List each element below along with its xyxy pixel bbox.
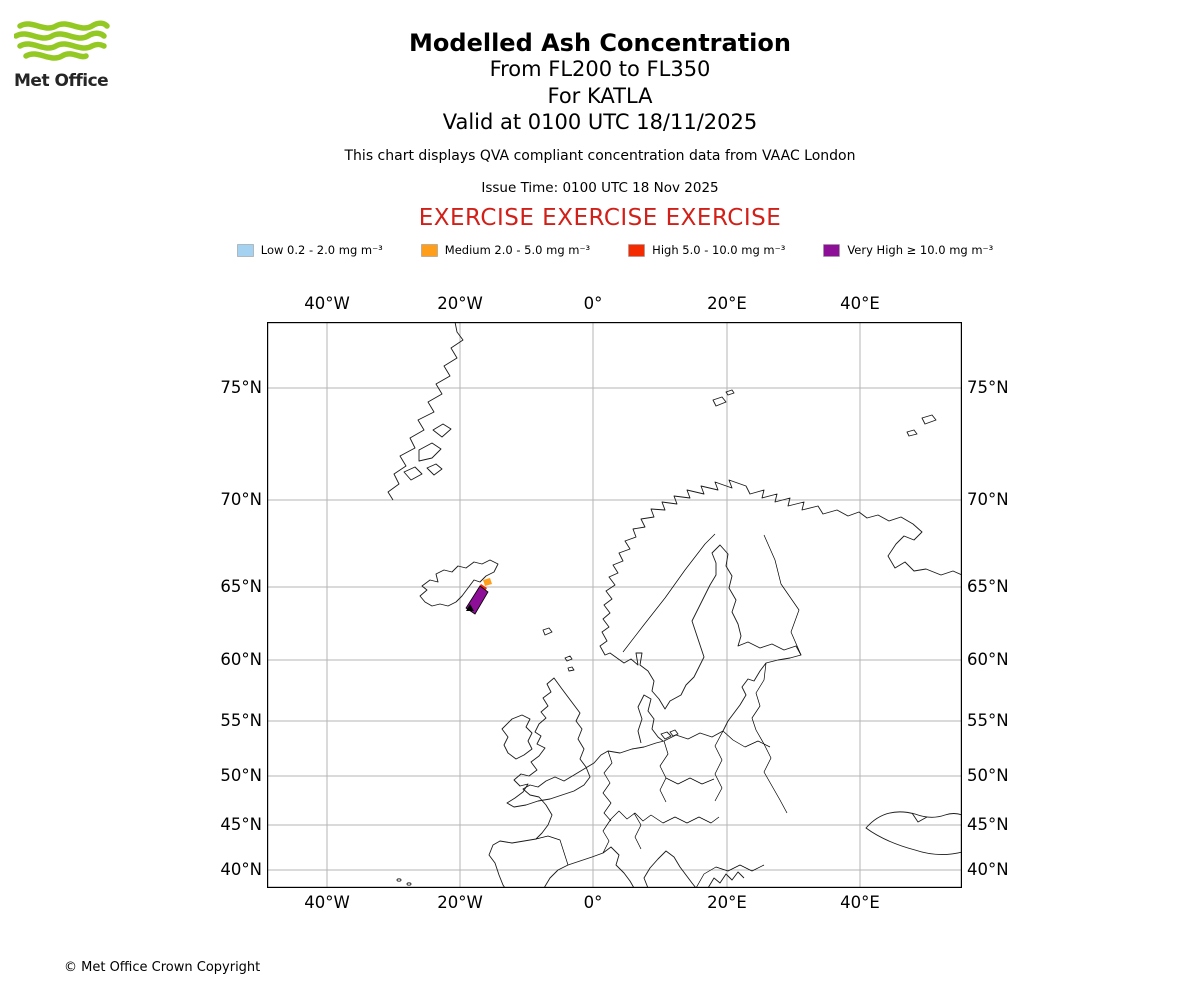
lat-tick-left-65n: 65°N: [220, 577, 262, 596]
ireland-coast: [501, 714, 533, 760]
lat-tick-left-50n: 50°N: [220, 766, 262, 785]
ash-plume: [465, 578, 492, 615]
legend-swatch-medium-icon: [420, 243, 438, 257]
britain-coast: [506, 677, 591, 808]
black-sea-coast: [865, 811, 963, 855]
legend-label-medium: Medium 2.0 - 5.0 mg m⁻³: [444, 243, 591, 257]
legend-label-high: High 5.0 - 10.0 mg m⁻³: [652, 243, 786, 257]
lon-tick-bottom-40e: 40°E: [840, 893, 880, 912]
lat-tick-left-75n: 75°N: [220, 378, 262, 397]
map-frame: [267, 322, 962, 888]
map-canvas: [267, 321, 963, 889]
legend-item-medium: Medium 2.0 - 5.0 mg m⁻³: [420, 243, 591, 257]
lat-tick-left-55n: 55°N: [220, 711, 262, 730]
legend-swatch-high-icon: [628, 243, 645, 257]
qva-description: This chart displays QVA compliant concen…: [344, 148, 856, 165]
legend-swatch-very-high-icon: [823, 243, 841, 257]
logo-text: Met Office: [14, 71, 109, 91]
lon-tick-bottom-20e: 20°E: [707, 893, 747, 912]
lat-tick-right-45n: 45°N: [967, 815, 1009, 834]
legend-swatch-low-icon: [236, 243, 254, 257]
lon-tick-top-20w: 20°W: [437, 294, 483, 313]
concentration-legend: Low 0.2 - 2.0 mg m⁻³ Medium 2.0 - 5.0 mg…: [30, 243, 1200, 257]
volcano-subtitle: For KATLA: [547, 83, 653, 108]
lat-tick-left-60n: 60°N: [220, 650, 262, 669]
lat-tick-right-65n: 65°N: [967, 577, 1009, 596]
legend-label-very-high: Very High ≥ 10.0 mg m⁻³: [847, 243, 994, 257]
lat-tick-right-75n: 75°N: [967, 378, 1009, 397]
lat-tick-right-55n: 55°N: [967, 711, 1009, 730]
ash-plume-medium: [483, 578, 492, 586]
legend-item-high: High 5.0 - 10.0 mg m⁻³: [628, 243, 785, 257]
met-office-logo: Met Office: [13, 18, 124, 91]
legend-item-low: Low 0.2 - 2.0 mg m⁻³: [236, 243, 383, 257]
lon-tick-top-40w: 40°W: [304, 294, 350, 313]
lat-tick-right-40n: 40°N: [967, 860, 1009, 879]
lat-tick-right-50n: 50°N: [967, 766, 1009, 785]
map-svg: [267, 321, 963, 889]
legend-label-low: Low 0.2 - 2.0 mg m⁻³: [260, 243, 383, 257]
lat-tick-left-45n: 45°N: [220, 815, 262, 834]
volcano-marker: [466, 604, 474, 611]
copyright-notice: © Met Office Crown Copyright: [64, 960, 261, 975]
exercise-banner: EXERCISE EXERCISE EXERCISE: [418, 205, 782, 232]
coastlines: [387, 321, 963, 889]
graticule-gridlines: [267, 322, 962, 888]
lon-tick-bottom-20w: 20°W: [437, 893, 483, 912]
issue-time: Issue Time: 0100 UTC 18 Nov 2025: [481, 180, 719, 197]
valid-time-subtitle: Valid at 0100 UTC 18/11/2025: [442, 109, 758, 134]
lat-tick-left-40n: 40°N: [220, 860, 262, 879]
lon-tick-bottom-40w: 40°W: [304, 893, 350, 912]
lon-tick-top-20e: 20°E: [707, 294, 747, 313]
page-title: Modelled Ash Concentration: [409, 29, 791, 57]
lat-tick-right-70n: 70°N: [967, 490, 1009, 509]
lon-tick-top-0: 0°: [583, 294, 603, 313]
logo-waves-icon: [13, 20, 110, 61]
legend-item-very-high: Very High ≥ 10.0 mg m⁻³: [823, 243, 993, 257]
iceland-coast: [419, 559, 499, 607]
chart-header: Modelled Ash Concentration From FL200 to…: [0, 29, 1200, 232]
country-borders: [535, 533, 802, 889]
lon-tick-bottom-0: 0°: [583, 893, 603, 912]
lat-tick-left-70n: 70°N: [220, 490, 262, 509]
flight-levels-subtitle: From FL200 to FL350: [489, 57, 711, 82]
lat-tick-right-60n: 60°N: [967, 650, 1009, 669]
lon-tick-top-40e: 40°E: [840, 294, 880, 313]
